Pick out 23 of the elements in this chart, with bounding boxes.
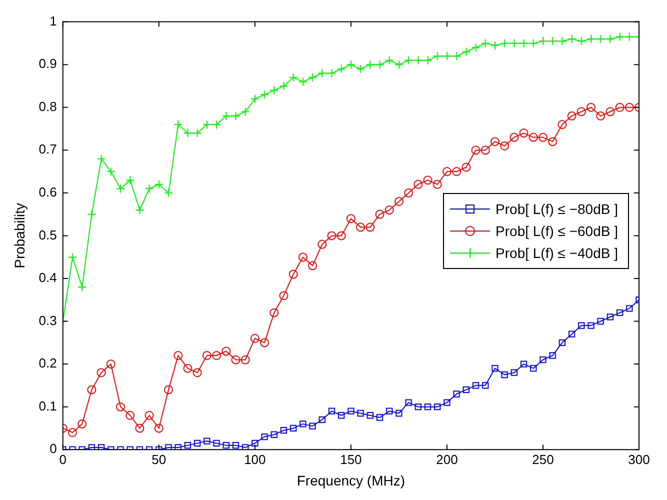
y-tick-label: 0.7 bbox=[38, 142, 57, 157]
y-tick-label: 0.4 bbox=[38, 270, 57, 286]
x-tick-label: 250 bbox=[532, 452, 554, 467]
y-tick-label: 0 bbox=[50, 441, 57, 456]
legend-label: Prob[ L(f) ≤ −60dB ] bbox=[496, 222, 618, 241]
y-axis-title: Probability bbox=[11, 203, 28, 268]
x-tick-label: 200 bbox=[436, 452, 458, 467]
legend-label: Prob[ L(f) ≤ −40dB ] bbox=[496, 244, 618, 263]
y-tick-label: 0.5 bbox=[38, 227, 57, 242]
y-tick-label: 0.3 bbox=[38, 312, 57, 328]
y-tick-label: 0.2 bbox=[38, 356, 57, 371]
y-tick-label: 1 bbox=[50, 13, 57, 28]
x-tick-label: 300 bbox=[628, 452, 650, 467]
x-tick-label: 0 bbox=[59, 452, 66, 467]
y-tick-label: 0.1 bbox=[38, 398, 57, 414]
x-axis-title: Frequency (MHz) bbox=[296, 472, 406, 488]
x-tick-label: 150 bbox=[340, 452, 362, 467]
y-tick-label: 0.9 bbox=[38, 56, 57, 72]
y-tick-label: 0.6 bbox=[38, 184, 57, 200]
x-tick-label: 50 bbox=[152, 452, 166, 467]
x-tick-label: 100 bbox=[244, 452, 266, 467]
y-tick-label: 0.8 bbox=[38, 98, 57, 114]
legend-label: Prob[ L(f) ≤ −80dB ] bbox=[496, 200, 618, 219]
